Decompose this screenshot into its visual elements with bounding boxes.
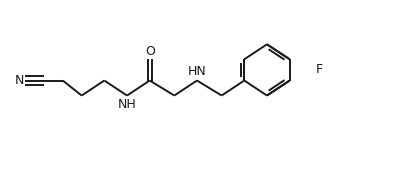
Text: O: O <box>145 45 155 58</box>
Text: HN: HN <box>188 65 206 78</box>
Text: N: N <box>15 74 24 87</box>
Text: F: F <box>316 63 323 76</box>
Text: NH: NH <box>118 98 136 111</box>
